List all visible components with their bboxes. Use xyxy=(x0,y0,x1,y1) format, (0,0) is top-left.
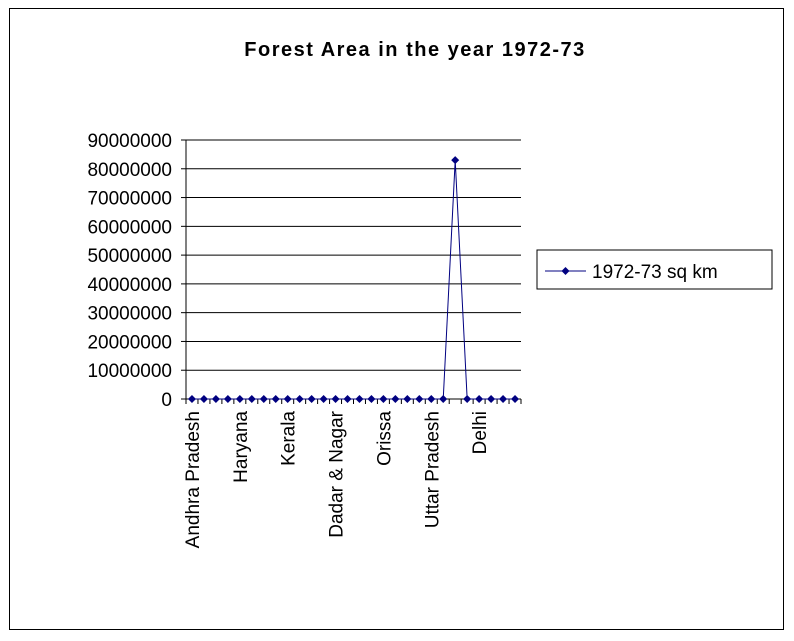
y-tick-label: 20000000 xyxy=(87,332,172,353)
legend-label: 1972-73 sq km xyxy=(592,262,718,283)
data-point xyxy=(199,395,208,403)
data-point xyxy=(211,395,220,403)
data-point xyxy=(247,395,256,403)
data-point xyxy=(343,395,352,403)
y-tick-label: 70000000 xyxy=(87,189,172,210)
data-point xyxy=(319,395,328,403)
data-point xyxy=(391,395,400,403)
chart-title: Forest Area in the year 1972-73 xyxy=(244,39,585,61)
y-tick-label: 40000000 xyxy=(87,275,172,296)
x-tick-label: Uttar Pradesh xyxy=(422,411,443,528)
y-tick-label: 0 xyxy=(161,390,172,411)
data-point xyxy=(463,395,472,403)
data-point xyxy=(355,395,364,403)
y-tick-label: 80000000 xyxy=(87,160,172,181)
y-tick-label: 60000000 xyxy=(87,217,172,238)
y-tick-label: 90000000 xyxy=(87,131,172,152)
y-tick-label: 50000000 xyxy=(87,246,172,267)
legend: 1972-73 sq km xyxy=(536,249,773,290)
data-point xyxy=(307,395,316,403)
x-tick-label: Delhi xyxy=(470,411,491,454)
chart-area: Forest Area in the year 1972-73 0 1000000… xyxy=(9,8,784,630)
data-point xyxy=(475,395,484,403)
chart-svg: Forest Area in the year 1972-73 0 1000000… xyxy=(87,39,773,548)
data-point xyxy=(487,395,496,403)
data-point xyxy=(511,395,520,403)
data-point xyxy=(295,395,304,403)
x-tick-label: Dadar & Nagar xyxy=(327,410,348,537)
x-tick-labels: Andhra Pradesh Haryana Kerala Dadar & Nagar… xyxy=(183,410,491,548)
data-point xyxy=(259,395,268,403)
y-tick-labels: 0 10000000 20000000 30000000 40000000 5000000… xyxy=(87,131,172,411)
x-tick-label: Andhra Pradesh xyxy=(183,411,204,548)
legend-box xyxy=(536,249,773,290)
data-point xyxy=(427,395,436,403)
data-point xyxy=(331,395,340,403)
data-point xyxy=(379,395,388,403)
x-tick-label: Haryana xyxy=(231,411,252,483)
data-point xyxy=(415,395,424,403)
data-point xyxy=(439,395,448,403)
data-point xyxy=(403,395,412,403)
data-point xyxy=(499,395,508,403)
gridlines xyxy=(186,139,521,371)
data-point xyxy=(187,395,196,403)
x-tick-label: Orissa xyxy=(374,411,395,466)
data-point xyxy=(271,395,280,403)
data-point xyxy=(451,156,460,165)
data-point xyxy=(235,395,244,403)
series-1972-73 xyxy=(187,156,520,403)
series-line xyxy=(191,160,516,400)
x-tick-label: Kerala xyxy=(279,411,300,466)
axes xyxy=(181,139,522,404)
legend-marker xyxy=(561,267,570,275)
data-point xyxy=(283,395,292,403)
y-tick-label: 30000000 xyxy=(87,304,172,325)
y-tick-label: 10000000 xyxy=(87,361,172,382)
data-point xyxy=(223,395,232,403)
data-point xyxy=(367,395,376,403)
